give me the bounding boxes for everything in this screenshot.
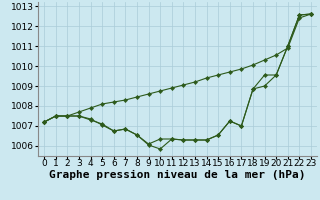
X-axis label: Graphe pression niveau de la mer (hPa): Graphe pression niveau de la mer (hPa) (49, 170, 306, 180)
